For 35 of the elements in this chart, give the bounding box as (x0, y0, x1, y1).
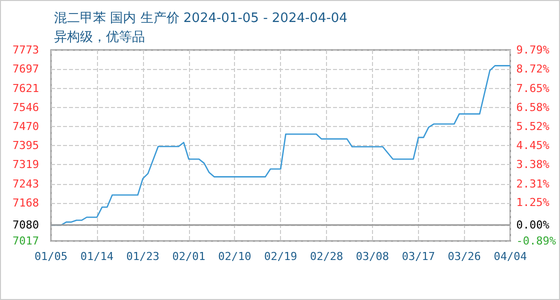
x-tick-label: 01/23 (126, 250, 160, 263)
x-tick-label: 03/26 (448, 250, 481, 263)
y-tick-label: 7546 (12, 100, 39, 114)
y2-tick-label: 9.79% (516, 44, 550, 56)
y-tick-label: 7697 (12, 62, 39, 76)
x-tick-label: 04/04 (494, 250, 528, 263)
x-tick-label: 01/05 (34, 250, 68, 263)
y-tick-label: 7080 (12, 218, 39, 232)
y-tick-label: 7395 (12, 139, 39, 152)
x-tick-label: 02/01 (172, 250, 206, 263)
y2-tick-label: 4.45% (516, 139, 550, 152)
x-tick-label: 03/17 (402, 250, 435, 263)
y2-tick-label: 0.00% (516, 218, 550, 232)
x-tick-label: 02/28 (310, 250, 344, 263)
x-tick-label: 02/19 (264, 250, 298, 263)
y2-tick-label: 2.31% (516, 177, 550, 190)
y-tick-label: 7470 (12, 120, 39, 134)
chart-subtitle: 异构级，优等品 (54, 30, 145, 45)
y2-tick-label: 8.72% (516, 62, 550, 76)
y-tick-label: 7773 (12, 44, 39, 56)
x-tick-label: 01/14 (80, 250, 114, 263)
y-tick-label: 7243 (12, 177, 39, 190)
y2-tick-label: 1.25% (516, 196, 550, 210)
y2-tick-label: 5.52% (516, 120, 550, 133)
y2-tick-label: 6.58% (516, 100, 550, 114)
x-tick-label: 03/08 (356, 250, 390, 263)
y-tick-label: 7168 (12, 196, 39, 210)
y-tick-label: 7319 (12, 158, 39, 172)
y-tick-label: 7017 (12, 234, 39, 248)
y2-tick-label: 3.38% (516, 158, 550, 172)
y2-tick-label: 7.65% (516, 82, 550, 95)
x-tick-label: 02/10 (218, 250, 252, 263)
chart-title: 混二甲苯 国内 生产价 2024-01-05 - 2024-04-04 (54, 11, 348, 26)
y-tick-label: 7621 (12, 82, 39, 95)
y2-tick-label: -0.89% (516, 234, 556, 248)
